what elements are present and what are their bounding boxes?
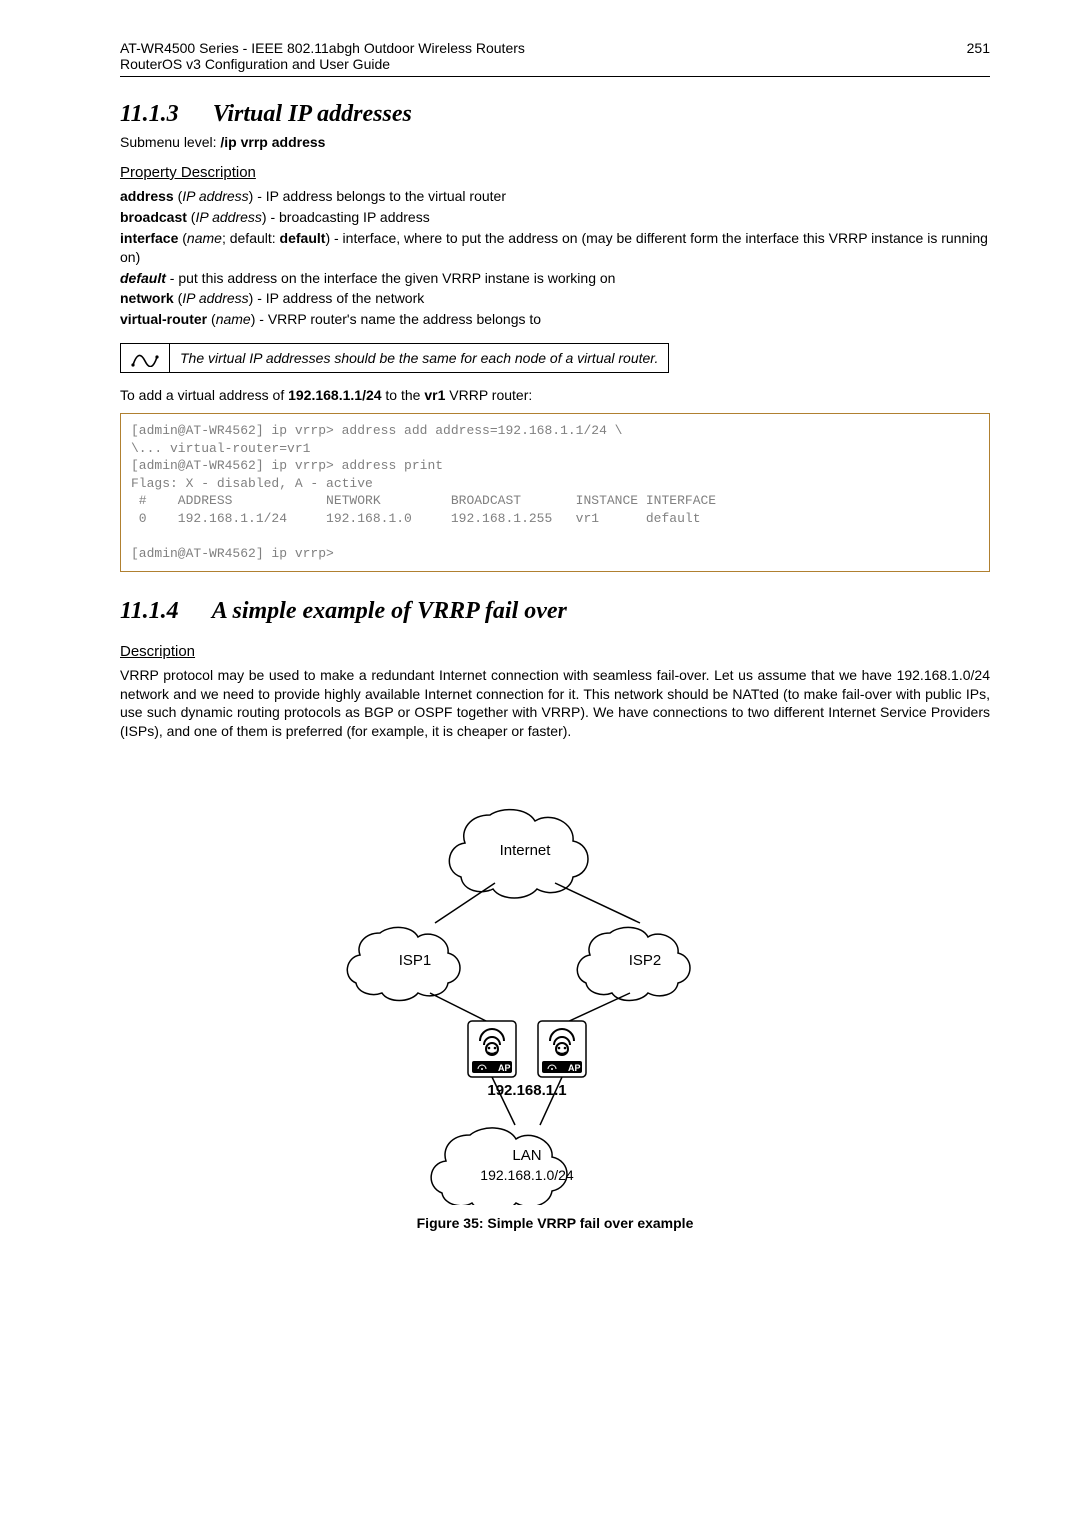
prop-vrouter-key: virtual-router [120, 311, 207, 327]
header-line1: AT-WR4500 Series - IEEE 802.11abgh Outdo… [120, 40, 525, 56]
property-description-heading: Property Description [120, 164, 990, 181]
code-block: [admin@AT-WR4562] ip vrrp> address add a… [120, 413, 990, 571]
add-mid: to the [382, 387, 425, 403]
prop-default-desc: - put this address on the interface the … [166, 270, 616, 286]
add-address-intro: To add a virtual address of 192.168.1.1/… [120, 387, 990, 403]
isp1-cloud: ISP1 [347, 928, 460, 1001]
link-isp1-ap1 [430, 993, 490, 1023]
prop-vrouter-type: name [216, 311, 251, 327]
prop-address-key: address [120, 188, 174, 204]
link-internet-isp2 [555, 883, 640, 923]
note-text: The virtual IP addresses should be the s… [170, 343, 669, 373]
submenu-path: /ip vrrp address [220, 134, 325, 150]
internet-label: Internet [500, 842, 552, 859]
header-line2: RouterOS v3 Configuration and User Guide [120, 56, 390, 72]
link-isp2-ap2 [565, 993, 630, 1023]
prop-address-type: IP address [182, 188, 248, 204]
prop-interface-default-lbl: ; default: [222, 230, 280, 246]
prop-interface-default-val: default [280, 230, 326, 246]
section-title: A simple example of VRRP fail over [212, 598, 567, 624]
ap-badge-1: AP [498, 1063, 511, 1073]
add-vr: vr1 [424, 387, 445, 403]
vrrp-topology-diagram: Internet ISP1 ISP2 AP [320, 765, 790, 1205]
lan-label: LAN [512, 1147, 541, 1164]
prop-network-key: network [120, 290, 174, 306]
ap-device-2: AP [538, 1021, 586, 1077]
internet-cloud: Internet [449, 810, 588, 898]
prop-network-desc: ) - IP address of the network [249, 290, 425, 306]
prop-interface-type: name [187, 230, 222, 246]
section-heading-11-1-4: 11.1.4 A simple example of VRRP fail ove… [120, 598, 990, 625]
description-heading: Description [120, 643, 990, 660]
note-box: The virtual IP addresses should be the s… [120, 343, 990, 373]
add-ip: 192.168.1.1/24 [288, 387, 381, 403]
prop-broadcast-key: broadcast [120, 209, 187, 225]
prop-address-desc: ) - IP address belongs to the virtual ro… [249, 188, 506, 204]
lan-network: 192.168.1.0/24 [480, 1167, 574, 1183]
prop-default-key: default [120, 270, 166, 286]
note-icon [120, 343, 170, 373]
isp1-label: ISP1 [399, 952, 432, 969]
submenu-level: Submenu level: /ip vrrp address [120, 134, 990, 150]
submenu-prefix: Submenu level: [120, 134, 220, 150]
link-internet-isp1 [435, 883, 495, 923]
prop-vrouter-desc: ) - VRRP router's name the address belon… [251, 311, 541, 327]
section-title: Virtual IP addresses [213, 101, 412, 127]
page-number: 251 [967, 40, 990, 72]
section-number: 11.1.4 [120, 598, 179, 624]
description-text: VRRP protocol may be used to make a redu… [120, 666, 990, 742]
prop-broadcast-type: IP address [195, 209, 261, 225]
add-post: VRRP router: [445, 387, 532, 403]
header-title: AT-WR4500 Series - IEEE 802.11abgh Outdo… [120, 40, 525, 72]
add-pre: To add a virtual address of [120, 387, 288, 403]
section-heading-11-1-3: 11.1.3 Virtual IP addresses [120, 101, 990, 128]
ap-badge-2: AP [568, 1063, 581, 1073]
prop-broadcast-desc: ) - broadcasting IP address [262, 209, 430, 225]
prop-interface-key: interface [120, 230, 178, 246]
page-header: AT-WR4500 Series - IEEE 802.11abgh Outdo… [120, 40, 990, 77]
isp2-label: ISP2 [629, 952, 662, 969]
ap-device-1: AP [468, 1021, 516, 1077]
isp2-cloud: ISP2 [577, 928, 690, 1001]
figure-caption: Figure 35: Simple VRRP fail over example [120, 1215, 990, 1231]
section-number: 11.1.3 [120, 101, 179, 127]
prop-network-type: IP address [182, 290, 248, 306]
property-list: address (IP address) - IP address belong… [120, 187, 990, 329]
lan-cloud: LAN 192.168.1.0/24 [431, 1128, 574, 1205]
